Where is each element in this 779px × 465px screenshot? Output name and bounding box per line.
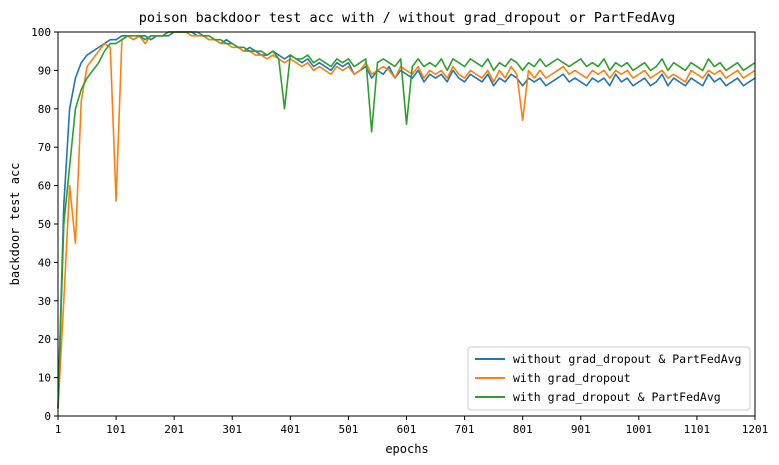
chart-title: poison backdoor test acc with / without … — [139, 10, 675, 26]
y-tick-label: 20 — [38, 333, 51, 346]
x-tick-label: 1001 — [626, 423, 653, 436]
y-tick-label: 0 — [44, 410, 51, 423]
y-tick-label: 100 — [31, 26, 51, 39]
x-tick-label: 601 — [397, 423, 417, 436]
y-tick-label: 90 — [38, 64, 51, 77]
y-tick-label: 30 — [38, 295, 51, 308]
y-tick-label: 80 — [38, 103, 51, 116]
x-tick-label: 101 — [106, 423, 126, 436]
legend-box — [467, 346, 751, 411]
y-tick-label: 50 — [38, 218, 51, 231]
legend-label-3: with grad_dropout & PartFedAvg — [513, 390, 721, 404]
x-tick-label: 201 — [164, 423, 184, 436]
x-axis-title: epochs — [385, 442, 428, 456]
y-tick-label: 40 — [38, 256, 51, 269]
x-tick-label: 301 — [222, 423, 242, 436]
x-tick-label: 1 — [55, 423, 62, 436]
y-tick-label: 70 — [38, 141, 51, 154]
x-tick-label: 1201 — [742, 423, 769, 436]
x-axis: 1 101 201 301 401 501 601 701 801 901 1001 1101 1201 — [55, 416, 769, 436]
legend-label-1: without grad_dropout & PartFedAvg — [513, 352, 741, 366]
x-tick-label: 401 — [280, 423, 300, 436]
x-tick-label: 901 — [571, 423, 591, 436]
x-tick-label: 1101 — [684, 423, 711, 436]
y-axis-title: backdoor test acc — [8, 163, 22, 286]
legend-label-2: with grad_dropout — [513, 371, 631, 385]
y-axis: 0 10 20 30 40 50 60 70 80 90 100 — [31, 26, 58, 423]
x-tick-label: 801 — [513, 423, 533, 436]
legend: without grad_dropout & PartFedAvg with gr… — [467, 346, 751, 411]
x-tick-label: 501 — [338, 423, 358, 436]
y-tick-label: 60 — [38, 180, 51, 193]
y-tick-label: 10 — [38, 372, 51, 385]
x-tick-label: 701 — [455, 423, 475, 436]
